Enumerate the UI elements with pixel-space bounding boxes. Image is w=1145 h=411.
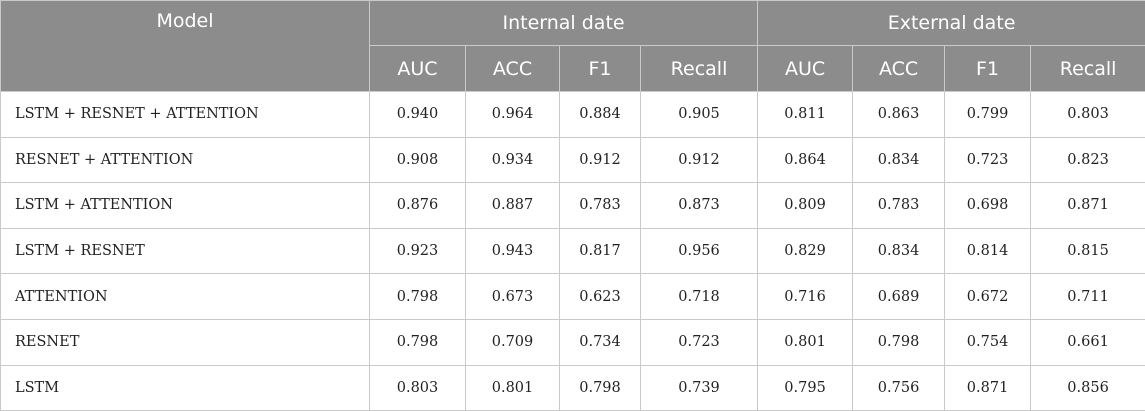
table-row: LSTM + ATTENTION 0.876 0.887 0.783 0.873… xyxy=(0,182,1145,229)
internal-auc-cell: 0.923 xyxy=(369,227,466,275)
internal-acc-cell: 0.943 xyxy=(465,227,560,275)
external-auc-cell: 0.801 xyxy=(757,318,854,366)
model-name-cell: RESNET xyxy=(0,318,370,366)
internal-acc-cell: 0.801 xyxy=(465,364,560,411)
external-f1-cell: 0.754 xyxy=(944,318,1032,366)
internal-group-header: Internal date xyxy=(368,0,759,46)
model-name-cell: ATTENTION xyxy=(0,273,370,320)
model-name-cell: LSTM + RESNET xyxy=(0,227,370,275)
external-acc-cell: 0.783 xyxy=(852,182,946,229)
external-acc-cell: 0.756 xyxy=(852,364,946,411)
external-recall-cell: 0.815 xyxy=(1030,227,1145,275)
internal-auc-cell: 0.803 xyxy=(369,364,466,411)
internal-recall-cell: 0.956 xyxy=(639,227,759,275)
internal-acc-cell: 0.887 xyxy=(465,182,560,229)
internal-f1-cell: 0.783 xyxy=(559,182,641,229)
external-acc-header: ACC xyxy=(852,45,946,92)
internal-acc-cell: 0.934 xyxy=(465,136,560,184)
internal-auc-cell: 0.876 xyxy=(369,182,466,229)
external-f1-cell: 0.814 xyxy=(944,227,1032,275)
internal-recall-cell: 0.905 xyxy=(639,91,759,138)
internal-auc-cell: 0.798 xyxy=(369,318,466,366)
internal-auc-cell: 0.940 xyxy=(369,91,466,138)
table-row: RESNET 0.798 0.709 0.734 0.723 0.801 0.7… xyxy=(0,318,1145,366)
external-auc-header: AUC xyxy=(757,45,854,92)
internal-acc-header: ACC xyxy=(465,45,560,92)
external-recall-cell: 0.661 xyxy=(1030,318,1145,366)
internal-recall-header: Recall xyxy=(639,45,759,92)
table-row: RESNET + ATTENTION 0.908 0.934 0.912 0.9… xyxy=(0,136,1145,184)
table-row: LSTM + RESNET 0.923 0.943 0.817 0.956 0.… xyxy=(0,227,1145,275)
external-acc-cell: 0.798 xyxy=(852,318,946,366)
external-auc-cell: 0.716 xyxy=(757,273,854,320)
internal-recall-cell: 0.912 xyxy=(639,136,759,184)
external-auc-cell: 0.811 xyxy=(757,91,854,138)
table-row: ATTENTION 0.798 0.673 0.623 0.718 0.716 … xyxy=(0,273,1145,320)
table-body: LSTM + RESNET + ATTENTION 0.940 0.964 0.… xyxy=(0,91,1145,411)
internal-acc-cell: 0.673 xyxy=(465,273,560,320)
external-acc-cell: 0.834 xyxy=(852,227,946,275)
internal-auc-cell: 0.798 xyxy=(369,273,466,320)
internal-f1-cell: 0.912 xyxy=(559,136,641,184)
internal-f1-cell: 0.817 xyxy=(559,227,641,275)
external-auc-cell: 0.809 xyxy=(757,182,854,229)
external-acc-cell: 0.834 xyxy=(852,136,946,184)
external-f1-cell: 0.698 xyxy=(944,182,1032,229)
internal-f1-cell: 0.884 xyxy=(559,91,641,138)
external-f1-header: F1 xyxy=(944,45,1032,92)
external-recall-header: Recall xyxy=(1030,45,1145,92)
internal-recall-cell: 0.739 xyxy=(639,364,759,411)
external-auc-cell: 0.864 xyxy=(757,136,854,184)
internal-acc-cell: 0.709 xyxy=(465,318,560,366)
table-header: Model Internal date External date AUC AC… xyxy=(0,0,1145,92)
internal-f1-header: F1 xyxy=(559,45,641,92)
internal-auc-header: AUC xyxy=(369,45,466,92)
model-column-header: Model xyxy=(0,0,370,92)
internal-recall-cell: 0.873 xyxy=(639,182,759,229)
external-acc-cell: 0.863 xyxy=(852,91,946,138)
external-recall-cell: 0.871 xyxy=(1030,182,1145,229)
external-auc-cell: 0.795 xyxy=(757,364,854,411)
external-f1-cell: 0.799 xyxy=(944,91,1032,138)
external-f1-cell: 0.871 xyxy=(944,364,1032,411)
model-name-cell: RESNET + ATTENTION xyxy=(0,136,370,184)
internal-acc-cell: 0.964 xyxy=(465,91,560,138)
internal-f1-cell: 0.734 xyxy=(559,318,641,366)
internal-recall-cell: 0.723 xyxy=(639,318,759,366)
model-name-cell: LSTM + RESNET + ATTENTION xyxy=(0,91,370,138)
external-recall-cell: 0.823 xyxy=(1030,136,1145,184)
external-recall-cell: 0.803 xyxy=(1030,91,1145,138)
internal-f1-cell: 0.798 xyxy=(559,364,641,411)
external-auc-cell: 0.829 xyxy=(757,227,854,275)
internal-recall-cell: 0.718 xyxy=(639,273,759,320)
external-f1-cell: 0.672 xyxy=(944,273,1032,320)
internal-auc-cell: 0.908 xyxy=(369,136,466,184)
external-recall-cell: 0.856 xyxy=(1030,364,1145,411)
internal-f1-cell: 0.623 xyxy=(559,273,641,320)
table-row: LSTM + RESNET + ATTENTION 0.940 0.964 0.… xyxy=(0,91,1145,138)
external-recall-cell: 0.711 xyxy=(1030,273,1145,320)
model-name-cell: LSTM xyxy=(0,364,370,411)
model-name-cell: LSTM + ATTENTION xyxy=(0,182,370,229)
table-row: LSTM 0.803 0.801 0.798 0.739 0.795 0.756… xyxy=(0,364,1145,411)
external-f1-cell: 0.723 xyxy=(944,136,1032,184)
external-group-header: External date xyxy=(757,0,1145,46)
external-acc-cell: 0.689 xyxy=(852,273,946,320)
